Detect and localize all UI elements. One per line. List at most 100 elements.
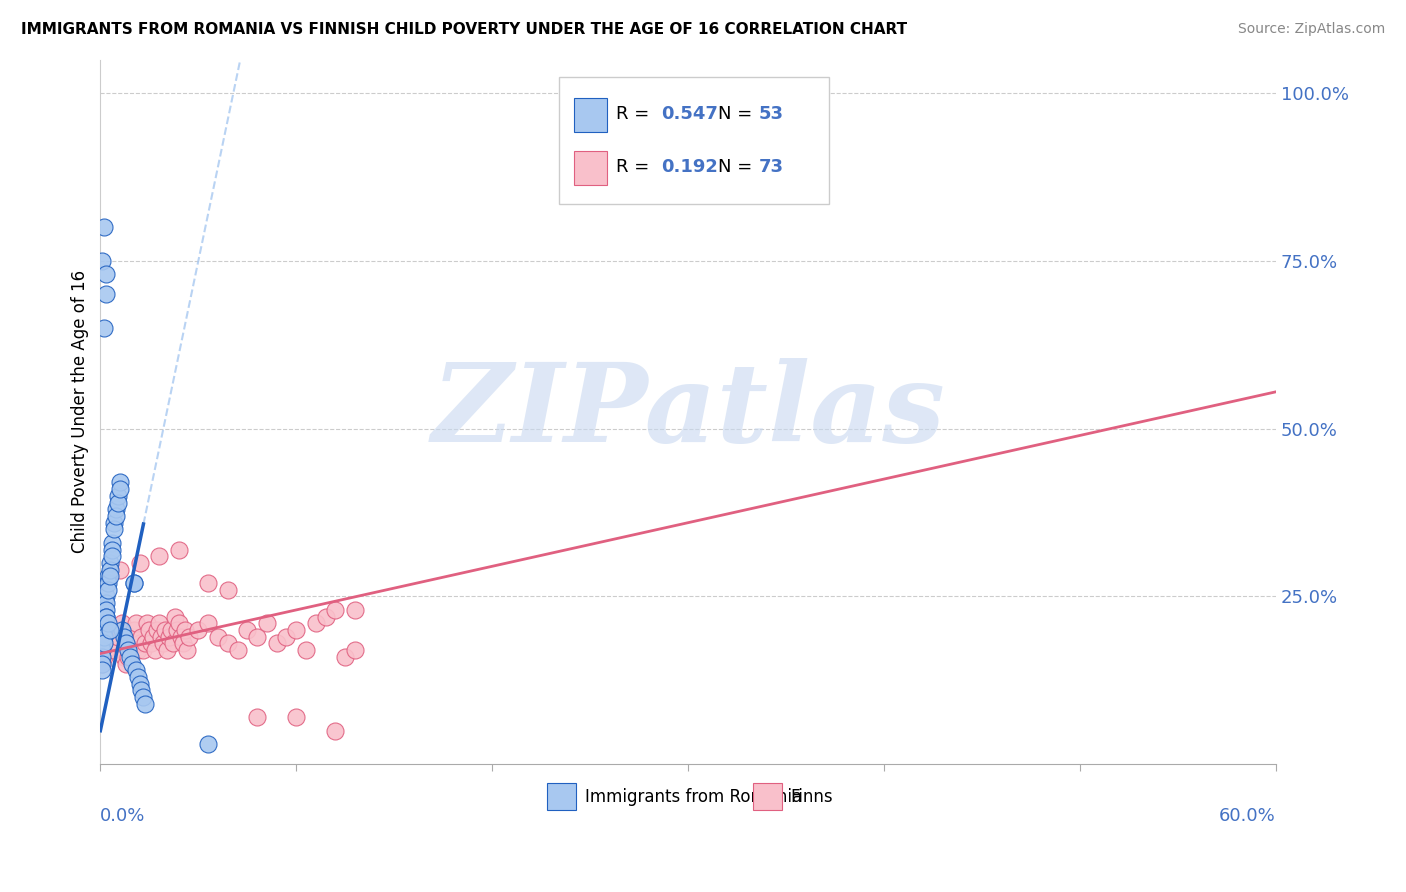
Point bbox=[266, 636, 288, 650]
Point bbox=[122, 623, 145, 637]
Point bbox=[285, 623, 308, 637]
Point bbox=[148, 616, 170, 631]
Point bbox=[335, 649, 357, 664]
Point bbox=[96, 596, 118, 610]
Point bbox=[315, 609, 337, 624]
Point bbox=[121, 630, 143, 644]
Point bbox=[134, 697, 156, 711]
Point bbox=[142, 630, 165, 644]
Point bbox=[166, 623, 188, 637]
Point bbox=[117, 649, 139, 664]
Point bbox=[96, 609, 118, 624]
Text: 0.0%: 0.0% bbox=[100, 806, 146, 824]
Point bbox=[156, 643, 179, 657]
Text: Immigrants from Romania: Immigrants from Romania bbox=[585, 789, 801, 806]
Point bbox=[107, 489, 129, 503]
Point bbox=[127, 643, 149, 657]
Point bbox=[246, 710, 269, 724]
Point bbox=[344, 603, 367, 617]
Point bbox=[226, 643, 249, 657]
Point bbox=[138, 623, 160, 637]
Point bbox=[96, 287, 118, 301]
Y-axis label: Child Poverty Under the Age of 16: Child Poverty Under the Age of 16 bbox=[72, 270, 89, 554]
FancyBboxPatch shape bbox=[574, 151, 607, 185]
Point bbox=[197, 737, 219, 751]
Point bbox=[207, 630, 229, 644]
Text: R =: R = bbox=[616, 158, 661, 176]
Point bbox=[97, 636, 120, 650]
Point bbox=[121, 657, 143, 671]
Point bbox=[325, 723, 347, 738]
Point bbox=[163, 609, 186, 624]
Point bbox=[97, 569, 120, 583]
Point bbox=[91, 643, 114, 657]
Point bbox=[96, 609, 118, 624]
Point bbox=[173, 623, 195, 637]
Text: 60.0%: 60.0% bbox=[1219, 806, 1277, 824]
Point bbox=[141, 636, 163, 650]
Point bbox=[91, 649, 114, 664]
Point bbox=[101, 542, 124, 557]
Point bbox=[98, 556, 121, 570]
Text: N =: N = bbox=[717, 158, 758, 176]
Point bbox=[98, 623, 121, 637]
Point bbox=[117, 643, 139, 657]
Text: ZIPatlas: ZIPatlas bbox=[432, 359, 945, 466]
Point bbox=[157, 630, 180, 644]
Point bbox=[114, 636, 136, 650]
Point bbox=[111, 616, 134, 631]
Point bbox=[143, 643, 166, 657]
Point bbox=[103, 643, 125, 657]
Point bbox=[91, 663, 114, 677]
Point bbox=[124, 663, 146, 677]
Point bbox=[105, 508, 128, 523]
Point bbox=[246, 630, 269, 644]
Point bbox=[101, 549, 124, 564]
Point bbox=[276, 630, 298, 644]
Point bbox=[176, 643, 198, 657]
FancyBboxPatch shape bbox=[547, 783, 576, 810]
FancyBboxPatch shape bbox=[558, 78, 830, 204]
Point bbox=[177, 630, 200, 644]
Point bbox=[93, 623, 115, 637]
Text: 73: 73 bbox=[759, 158, 783, 176]
Point bbox=[101, 536, 124, 550]
Text: 0.547: 0.547 bbox=[661, 105, 718, 123]
Point bbox=[170, 630, 193, 644]
Point bbox=[93, 616, 115, 631]
Point bbox=[167, 616, 190, 631]
Point bbox=[112, 630, 135, 644]
Point bbox=[107, 630, 129, 644]
Text: 0.192: 0.192 bbox=[661, 158, 718, 176]
Point bbox=[167, 542, 190, 557]
Point bbox=[148, 549, 170, 564]
Point bbox=[122, 576, 145, 591]
Text: IMMIGRANTS FROM ROMANIA VS FINNISH CHILD POVERTY UNDER THE AGE OF 16 CORRELATION: IMMIGRANTS FROM ROMANIA VS FINNISH CHILD… bbox=[21, 22, 907, 37]
Point bbox=[344, 643, 367, 657]
Text: N =: N = bbox=[717, 105, 758, 123]
Point bbox=[103, 522, 125, 536]
Point bbox=[153, 623, 176, 637]
Point bbox=[128, 556, 150, 570]
Point bbox=[172, 636, 194, 650]
Point bbox=[131, 683, 153, 698]
Point bbox=[101, 623, 124, 637]
Point bbox=[107, 495, 129, 509]
Point bbox=[93, 220, 115, 235]
Point bbox=[128, 636, 150, 650]
Point bbox=[217, 582, 239, 597]
Point bbox=[93, 321, 115, 335]
Point bbox=[93, 630, 115, 644]
Point bbox=[124, 616, 146, 631]
Point bbox=[105, 636, 128, 650]
Point bbox=[305, 616, 328, 631]
Point bbox=[236, 623, 259, 637]
Point bbox=[127, 670, 149, 684]
Point bbox=[96, 268, 118, 282]
Point bbox=[197, 616, 219, 631]
Point bbox=[136, 616, 159, 631]
Point bbox=[98, 569, 121, 583]
Point bbox=[114, 657, 136, 671]
Point bbox=[128, 677, 150, 691]
Point bbox=[152, 636, 174, 650]
